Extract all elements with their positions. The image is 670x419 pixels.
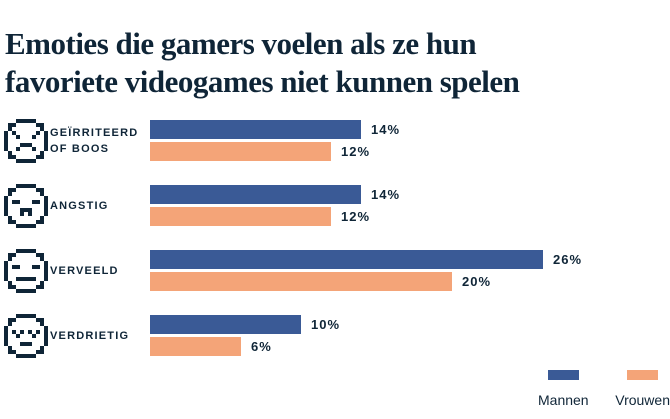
- category-label: GEÏRRITEERD OF BOOS: [50, 120, 148, 161]
- legend: Mannen Vrouwen: [538, 368, 670, 408]
- category-row-verveeld: VERVEELD 26% 20%: [0, 242, 670, 307]
- category-label-line1: ANGSTIG: [50, 199, 109, 212]
- chart-title-line2: favoriete videogames niet kunnen spelen: [5, 63, 520, 99]
- legend-item-mannen: Mannen: [538, 368, 589, 408]
- bar-mannen: [150, 250, 543, 269]
- bar-mannen: [150, 185, 361, 204]
- bar-value-vrouwen: 20%: [462, 274, 492, 289]
- bar-value-vrouwen: 6%: [251, 339, 272, 354]
- bar-value-vrouwen: 12%: [341, 144, 371, 159]
- category-row-verdrietig: VERDRIETIG 10% 6%: [0, 307, 670, 372]
- bar-line-mannen: 26%: [150, 250, 670, 269]
- bar-line-mannen: 14%: [150, 120, 670, 139]
- bar-vrouwen: [150, 272, 452, 291]
- bar-vrouwen: [150, 142, 331, 161]
- legend-swatch-vrouwen: [627, 370, 659, 380]
- bar-line-vrouwen: 20%: [150, 272, 670, 291]
- bar-value-mannen: 26%: [553, 252, 583, 267]
- legend-label-vrouwen: Vrouwen: [615, 392, 670, 408]
- anxious-face-icon: [4, 184, 48, 228]
- bar-value-mannen: 10%: [311, 317, 341, 332]
- bar-vrouwen: [150, 337, 241, 356]
- sad-face-icon: [4, 314, 48, 358]
- bar-line-vrouwen: 6%: [150, 337, 670, 356]
- category-label-line1: VERVEELD: [50, 264, 119, 277]
- bar-line-vrouwen: 12%: [150, 142, 670, 161]
- angry-face-icon: [4, 119, 48, 163]
- bar-mannen: [150, 120, 361, 139]
- bar-line-mannen: 10%: [150, 315, 670, 334]
- category-label: VERVEELD: [50, 250, 148, 291]
- bar-mannen: [150, 315, 301, 334]
- bar-group: 14% 12%: [150, 185, 670, 226]
- legend-item-vrouwen: Vrouwen: [615, 368, 670, 408]
- bored-face-icon: [4, 249, 48, 293]
- category-label: VERDRIETIG: [50, 315, 148, 356]
- category-label: ANGSTIG: [50, 185, 148, 226]
- chart-title: Emoties die gamers voelen als ze hun favo…: [5, 25, 665, 101]
- bar-line-vrouwen: 12%: [150, 207, 670, 226]
- bar-line-mannen: 14%: [150, 185, 670, 204]
- legend-label-mannen: Mannen: [538, 392, 589, 408]
- bar-vrouwen: [150, 207, 331, 226]
- bar-value-mannen: 14%: [371, 187, 401, 202]
- category-label-line2: OF BOOS: [50, 142, 110, 155]
- category-row-angstig: ANGSTIG 14% 12%: [0, 177, 670, 242]
- bar-value-mannen: 14%: [371, 122, 401, 137]
- category-row-geirriteerd-of-boos: GEÏRRITEERD OF BOOS 14% 12%: [0, 112, 670, 177]
- chart-title-line1: Emoties die gamers voelen als ze hun: [5, 25, 477, 61]
- bar-group: 10% 6%: [150, 315, 670, 356]
- legend-swatch-mannen: [547, 370, 579, 380]
- bar-value-vrouwen: 12%: [341, 209, 371, 224]
- bar-group: 26% 20%: [150, 250, 670, 291]
- category-label-line1: VERDRIETIG: [50, 329, 130, 342]
- bar-group: 14% 12%: [150, 120, 670, 161]
- category-label-line1: GEÏRRITEERD: [50, 126, 139, 139]
